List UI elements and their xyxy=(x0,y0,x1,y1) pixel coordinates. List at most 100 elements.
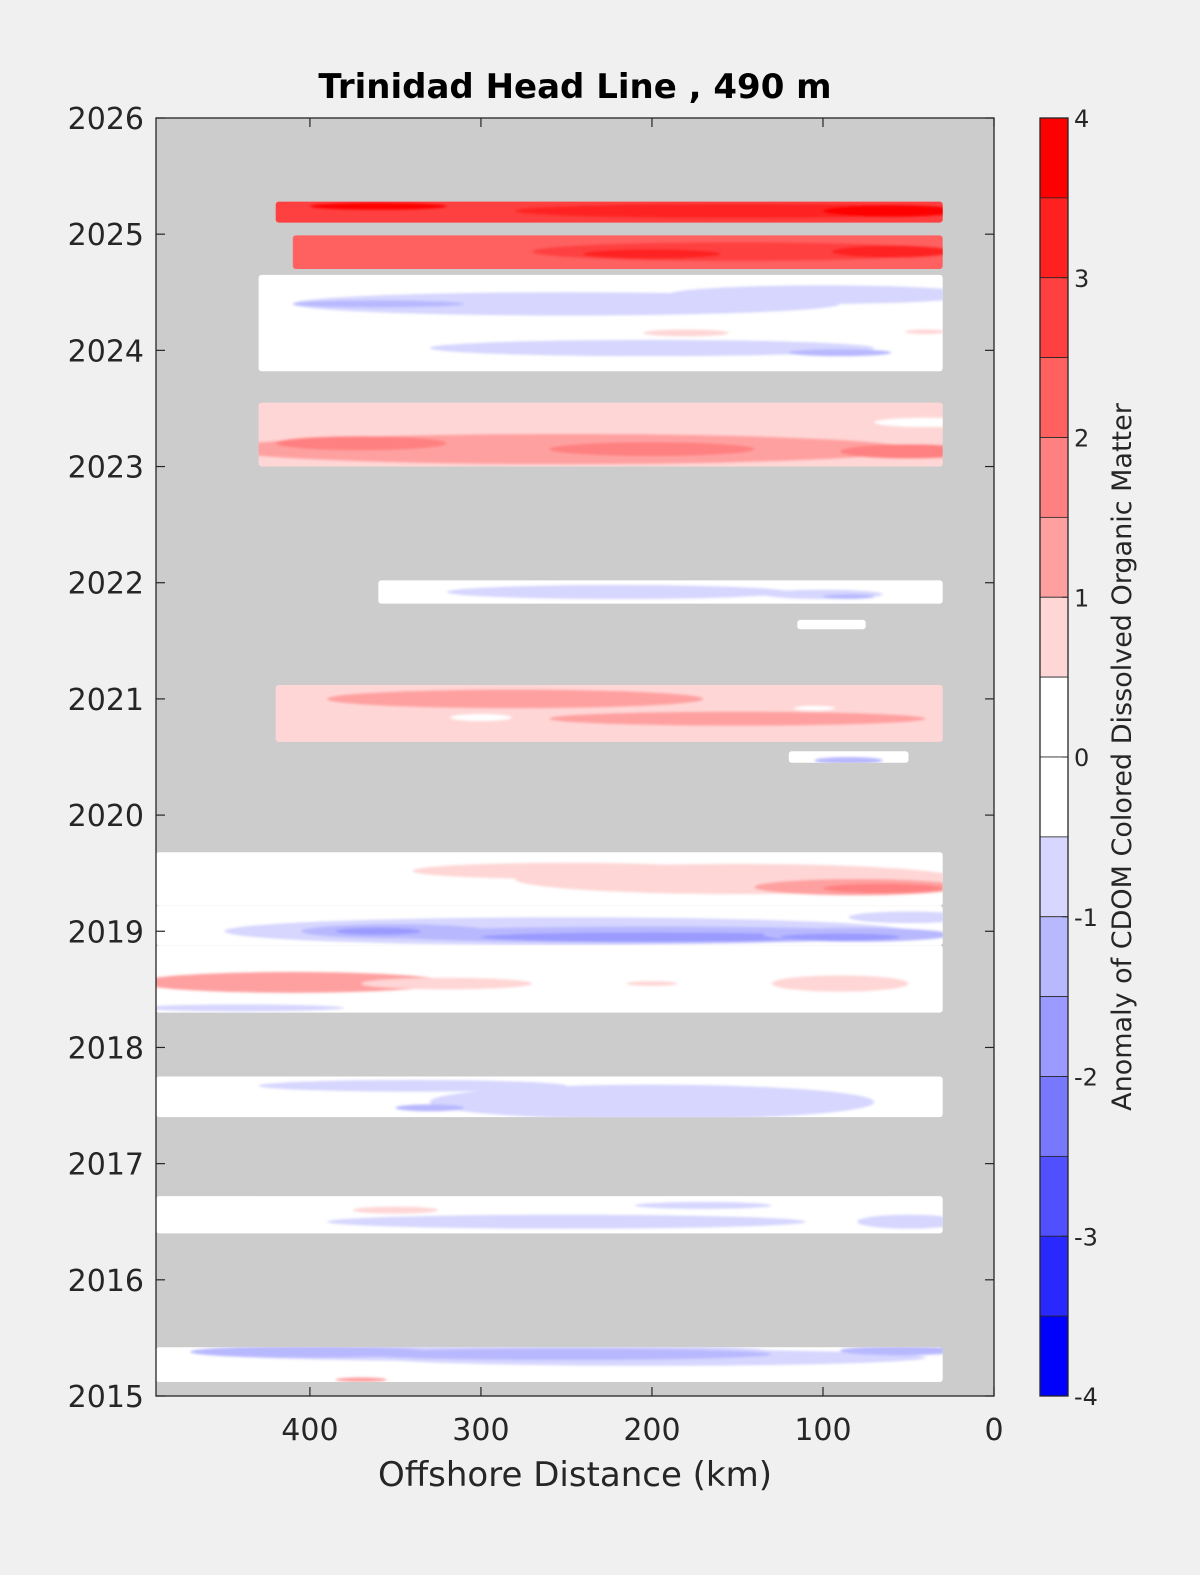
colorbar-level xyxy=(1039,996,1069,1077)
contour-patch xyxy=(335,927,422,935)
y-tick-label: 2024 xyxy=(68,334,144,369)
y-tick-label: 2015 xyxy=(68,1380,144,1415)
contour-patch xyxy=(823,205,943,217)
contour-patch xyxy=(780,933,900,941)
contour-patch xyxy=(905,329,943,335)
contour-patch xyxy=(292,300,464,308)
data-band-10 xyxy=(258,402,943,467)
colorbar-label: Anomaly of CDOM Colored Dissolved Organi… xyxy=(1107,402,1138,1111)
contour-patch xyxy=(771,975,909,992)
contour-patch xyxy=(874,417,943,428)
contour-patch xyxy=(309,202,447,210)
contour-patch xyxy=(258,1079,567,1092)
band-base xyxy=(156,945,943,1013)
contour-patch xyxy=(549,711,926,726)
data-band-3 xyxy=(156,945,943,1013)
contour-patch xyxy=(361,1348,772,1360)
contour-patch xyxy=(275,436,447,451)
contour-patch xyxy=(788,349,892,357)
contour-patch xyxy=(549,442,755,457)
contour-patch xyxy=(840,444,943,459)
x-axis-label: Offshore Distance (km) xyxy=(378,1455,772,1495)
contour-patch xyxy=(412,862,721,879)
y-tick-label: 2023 xyxy=(68,451,144,486)
colorbar-level xyxy=(1039,596,1069,678)
contour-patch xyxy=(669,285,943,304)
contour-patch xyxy=(814,757,883,763)
contour-patch xyxy=(848,911,943,924)
y-tick-label: 2018 xyxy=(68,1031,144,1066)
data-band-5 xyxy=(156,852,943,906)
colorbar-tick-label: 3 xyxy=(1074,265,1089,293)
x-tick-label: 300 xyxy=(452,1413,509,1448)
data-bands xyxy=(156,201,943,1383)
x-axis-ticks: 400 300 200 100 0 xyxy=(281,118,1004,1448)
contour-patch xyxy=(429,1084,875,1118)
y-tick-label: 2026 xyxy=(68,102,144,137)
colorbar-level xyxy=(1039,1315,1069,1397)
y-tick-label: 2016 xyxy=(68,1264,144,1299)
data-band-7 xyxy=(275,684,943,742)
contour-patch xyxy=(793,705,835,711)
y-tick-label: 2022 xyxy=(68,567,144,602)
x-tick-label: 100 xyxy=(794,1413,851,1448)
y-tick-label: 2021 xyxy=(68,683,144,718)
contour-patch xyxy=(446,585,789,599)
colorbar-level xyxy=(1039,756,1069,838)
colorbar-level xyxy=(1039,277,1069,359)
colorbar-level xyxy=(1039,676,1069,758)
colorbar-tick-label: -3 xyxy=(1074,1223,1098,1251)
x-tick-label: 0 xyxy=(984,1413,1003,1448)
colorbar-tick-label: -1 xyxy=(1074,904,1098,932)
colorbar-tick-label: 0 xyxy=(1074,744,1089,772)
colorbar-tick-label: 2 xyxy=(1074,425,1089,453)
colorbar-level xyxy=(1039,357,1069,438)
data-band-0 xyxy=(156,1347,943,1383)
contour-patch xyxy=(822,594,875,599)
contour-patch xyxy=(156,1004,345,1012)
contour-patch xyxy=(190,1347,430,1358)
plot-frame xyxy=(155,117,995,1397)
contour-patch xyxy=(840,1347,943,1356)
colorbar-level xyxy=(1039,916,1069,998)
y-tick-label: 2025 xyxy=(68,218,144,253)
colorbar xyxy=(1039,117,1069,1397)
data-band-12 xyxy=(292,235,943,270)
x-tick-label: 400 xyxy=(281,1413,338,1448)
contour-patch xyxy=(626,981,678,986)
colorbar-ticks: 4 3 2 1 0 -1 -2 -3 -4 xyxy=(1062,105,1098,1411)
contour-patch xyxy=(857,1214,943,1229)
band-base xyxy=(797,619,866,630)
colorbar-level xyxy=(1039,1076,1069,1157)
colorbar-level xyxy=(1039,437,1069,518)
colorbar-tick-label: 1 xyxy=(1074,584,1089,612)
data-band-13 xyxy=(275,201,943,223)
contour-patch xyxy=(395,1104,464,1112)
contour-patch xyxy=(429,339,875,357)
data-band-9 xyxy=(378,580,943,604)
y-tick-label: 2019 xyxy=(68,915,144,950)
data-band-6 xyxy=(788,751,909,763)
x-tick-label: 200 xyxy=(623,1413,680,1448)
contour-patch xyxy=(634,1201,772,1209)
colorbar-level xyxy=(1039,836,1069,918)
contour-patch xyxy=(480,932,823,942)
data-band-11 xyxy=(258,274,943,372)
data-band-8 xyxy=(797,619,866,630)
contour-patch xyxy=(583,249,721,259)
colorbar-level xyxy=(1039,197,1069,279)
contour-patch xyxy=(327,689,704,709)
data-band-4 xyxy=(156,905,943,946)
y-tick-label: 2017 xyxy=(68,1148,144,1183)
colorbar-level xyxy=(1039,516,1069,598)
contour-patch xyxy=(450,714,512,721)
contour-patch xyxy=(335,1377,387,1383)
data-band-2 xyxy=(156,1076,943,1118)
colorbar-tick-label: 4 xyxy=(1074,105,1089,133)
contour-patch xyxy=(643,329,729,337)
contour-patch xyxy=(831,245,943,258)
contour-patch xyxy=(327,1214,806,1229)
colorbar-tick-label: -4 xyxy=(1074,1383,1098,1411)
contour-patch xyxy=(156,971,447,993)
